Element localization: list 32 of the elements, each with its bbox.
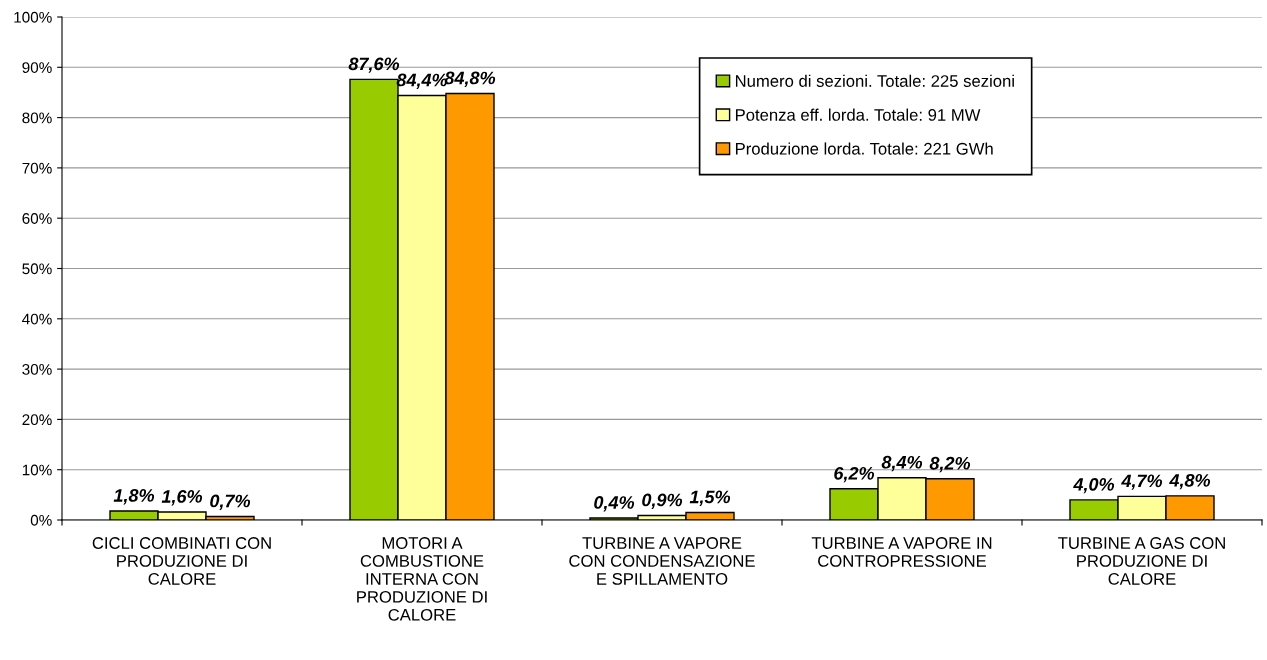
- y-tick-label: 30%: [22, 363, 52, 375]
- y-tick-label: 50%: [22, 263, 52, 275]
- y-tick-label: 10%: [22, 464, 52, 476]
- x-tick-label: MOTORI A COMBUSTIONE INTERNA CON PRODUZIONE DI CALORE: [357, 537, 487, 621]
- y-tick-label: 80%: [22, 112, 52, 124]
- y-tick-label: 90%: [22, 62, 52, 73]
- x-tick-label: TURBINE A VAPORE CON CONDENSAZIONE E SPILLAMENTO: [569, 537, 755, 585]
- y-tick-label: 0%: [30, 514, 52, 526]
- x-tick-label: TURBINE A GAS CON PRODUZIONE DI CALORE: [1058, 537, 1225, 585]
- legend-label: Potenza eff. lorda. Totale: 91 MW: [735, 108, 981, 121]
- data-label: 1,5%: [689, 490, 731, 506]
- data-label: 0,9%: [642, 493, 683, 509]
- data-label: 87,6%: [348, 57, 400, 73]
- y-tick-label: 40%: [22, 313, 52, 325]
- data-label: 0,7%: [210, 494, 251, 510]
- y-tick-label: 20%: [22, 414, 52, 426]
- data-label: 1,8%: [113, 489, 155, 505]
- data-label: 0,4%: [594, 496, 635, 512]
- data-label: 4,7%: [1121, 474, 1163, 490]
- legend-label: Produzione lorda. Totale: 221 GWh: [735, 142, 993, 155]
- data-label: 1,6%: [161, 490, 203, 506]
- data-label: 4,0%: [1073, 477, 1115, 494]
- legend-label: Numero di sezioni. Totale: 225 sezioni: [735, 74, 1014, 87]
- data-label: 4,8%: [1169, 473, 1211, 490]
- x-tick-label: TURBINE A VAPORE IN CONTROPRESSIONE: [811, 537, 992, 567]
- y-tick-label: 60%: [22, 213, 52, 224]
- data-label: 8,2%: [929, 456, 971, 473]
- data-label: 6,2%: [834, 466, 875, 483]
- y-tick-label: 100%: [14, 11, 52, 23]
- y-tick-label: 70%: [22, 162, 52, 174]
- data-label: 8,4%: [881, 455, 923, 472]
- x-tick-label: CICLI COMBINATI CON PRODUZIONE DI CALORE: [92, 537, 271, 585]
